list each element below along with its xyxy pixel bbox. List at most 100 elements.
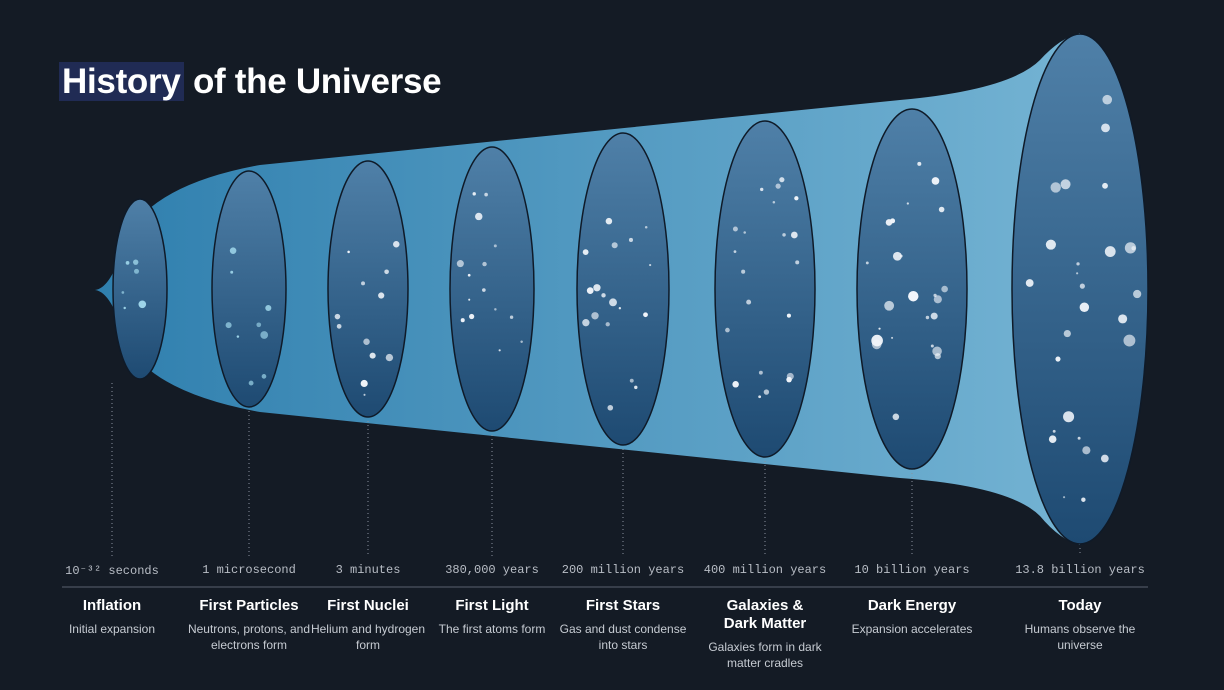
star	[732, 226, 738, 232]
star	[1076, 272, 1079, 275]
title-rest: of the Universe	[192, 62, 442, 101]
star	[885, 219, 893, 226]
star	[1100, 454, 1109, 463]
star	[1063, 496, 1066, 499]
star	[906, 202, 909, 205]
star	[475, 212, 483, 221]
star	[494, 308, 497, 311]
star	[460, 318, 465, 323]
star	[467, 273, 471, 277]
era-window	[327, 160, 409, 418]
stage-time: 380,000 years	[445, 563, 539, 577]
star	[772, 201, 776, 204]
star	[733, 250, 737, 254]
stage: 10⁻³² seconds Inflation Initial expansion	[37, 563, 187, 637]
star	[746, 299, 752, 305]
stage-description: Galaxies form in dark matter cradles	[708, 640, 822, 670]
stage: 380,000 years First Light The first atoms …	[417, 563, 567, 637]
star	[1079, 302, 1090, 312]
star	[593, 284, 601, 292]
star	[782, 233, 786, 237]
star	[884, 300, 895, 311]
stage-description: Helium and hydrogen form	[310, 622, 426, 652]
stage-description: Initial expansion	[68, 622, 156, 636]
star	[758, 370, 763, 375]
star	[725, 327, 730, 333]
stage-description: The first atoms form	[438, 622, 546, 636]
star	[1025, 279, 1034, 287]
star	[892, 413, 900, 421]
stage: 400 million years Galaxies & Dark Matter G…	[690, 563, 840, 671]
star	[582, 319, 590, 327]
star	[605, 322, 610, 327]
star	[1060, 179, 1071, 190]
star	[586, 287, 594, 295]
star	[760, 187, 764, 192]
stage: 3 minutes First Nuclei Helium and hydrogen…	[293, 563, 443, 653]
title-highlight: History	[59, 62, 184, 101]
stage: 13.8 billion years Today Humans observe th…	[1005, 563, 1155, 653]
star	[121, 291, 125, 294]
star	[941, 285, 948, 293]
star	[1076, 262, 1080, 266]
star	[649, 263, 652, 267]
star	[256, 322, 262, 328]
star	[134, 268, 140, 274]
stage-name: Inflation	[82, 597, 142, 614]
star	[260, 331, 269, 339]
star	[1102, 94, 1113, 105]
star	[938, 206, 945, 213]
star	[908, 291, 919, 302]
star	[1081, 497, 1086, 502]
star	[482, 288, 486, 292]
era-window	[112, 198, 168, 380]
stage-name: Today	[1058, 597, 1102, 614]
star	[1131, 246, 1136, 251]
star	[871, 339, 882, 350]
star	[582, 249, 589, 256]
stage-time: 10 billion years	[854, 563, 970, 577]
star	[591, 312, 599, 320]
star	[1048, 435, 1057, 443]
star	[484, 192, 488, 197]
star	[795, 260, 800, 265]
star	[1052, 429, 1056, 433]
star	[634, 385, 638, 390]
stage-name: First Stars	[585, 597, 661, 614]
stage-name: First Light	[455, 597, 529, 614]
star	[790, 231, 798, 239]
star	[1133, 289, 1142, 299]
star	[1077, 436, 1081, 440]
star	[230, 270, 234, 274]
star	[930, 312, 938, 320]
star	[611, 242, 618, 249]
star	[1104, 246, 1116, 257]
stage: 200 million years First Stars Gas and dust…	[548, 563, 698, 653]
era-window	[856, 108, 968, 470]
stage-time: 200 million years	[561, 563, 685, 577]
stage-time: 400 million years	[703, 563, 827, 577]
star	[628, 237, 634, 242]
star	[1079, 283, 1085, 289]
star	[336, 323, 342, 329]
star	[363, 393, 366, 396]
title: History of the Universe	[59, 62, 442, 102]
stage-time: 1 microsecond	[202, 563, 296, 577]
stage-name: Dark Energy	[867, 597, 957, 614]
star	[385, 353, 394, 362]
star	[1050, 182, 1061, 193]
star	[123, 306, 126, 310]
star	[758, 395, 762, 399]
star	[1123, 334, 1136, 347]
era-window	[714, 120, 816, 458]
star	[609, 298, 617, 307]
star	[1055, 356, 1061, 362]
stage: 1 microsecond First Particles Neutrons, pr…	[174, 563, 324, 653]
star	[605, 217, 613, 225]
star	[472, 192, 476, 196]
star	[468, 298, 471, 301]
star	[520, 340, 523, 344]
star	[265, 304, 272, 312]
star	[1063, 329, 1071, 338]
